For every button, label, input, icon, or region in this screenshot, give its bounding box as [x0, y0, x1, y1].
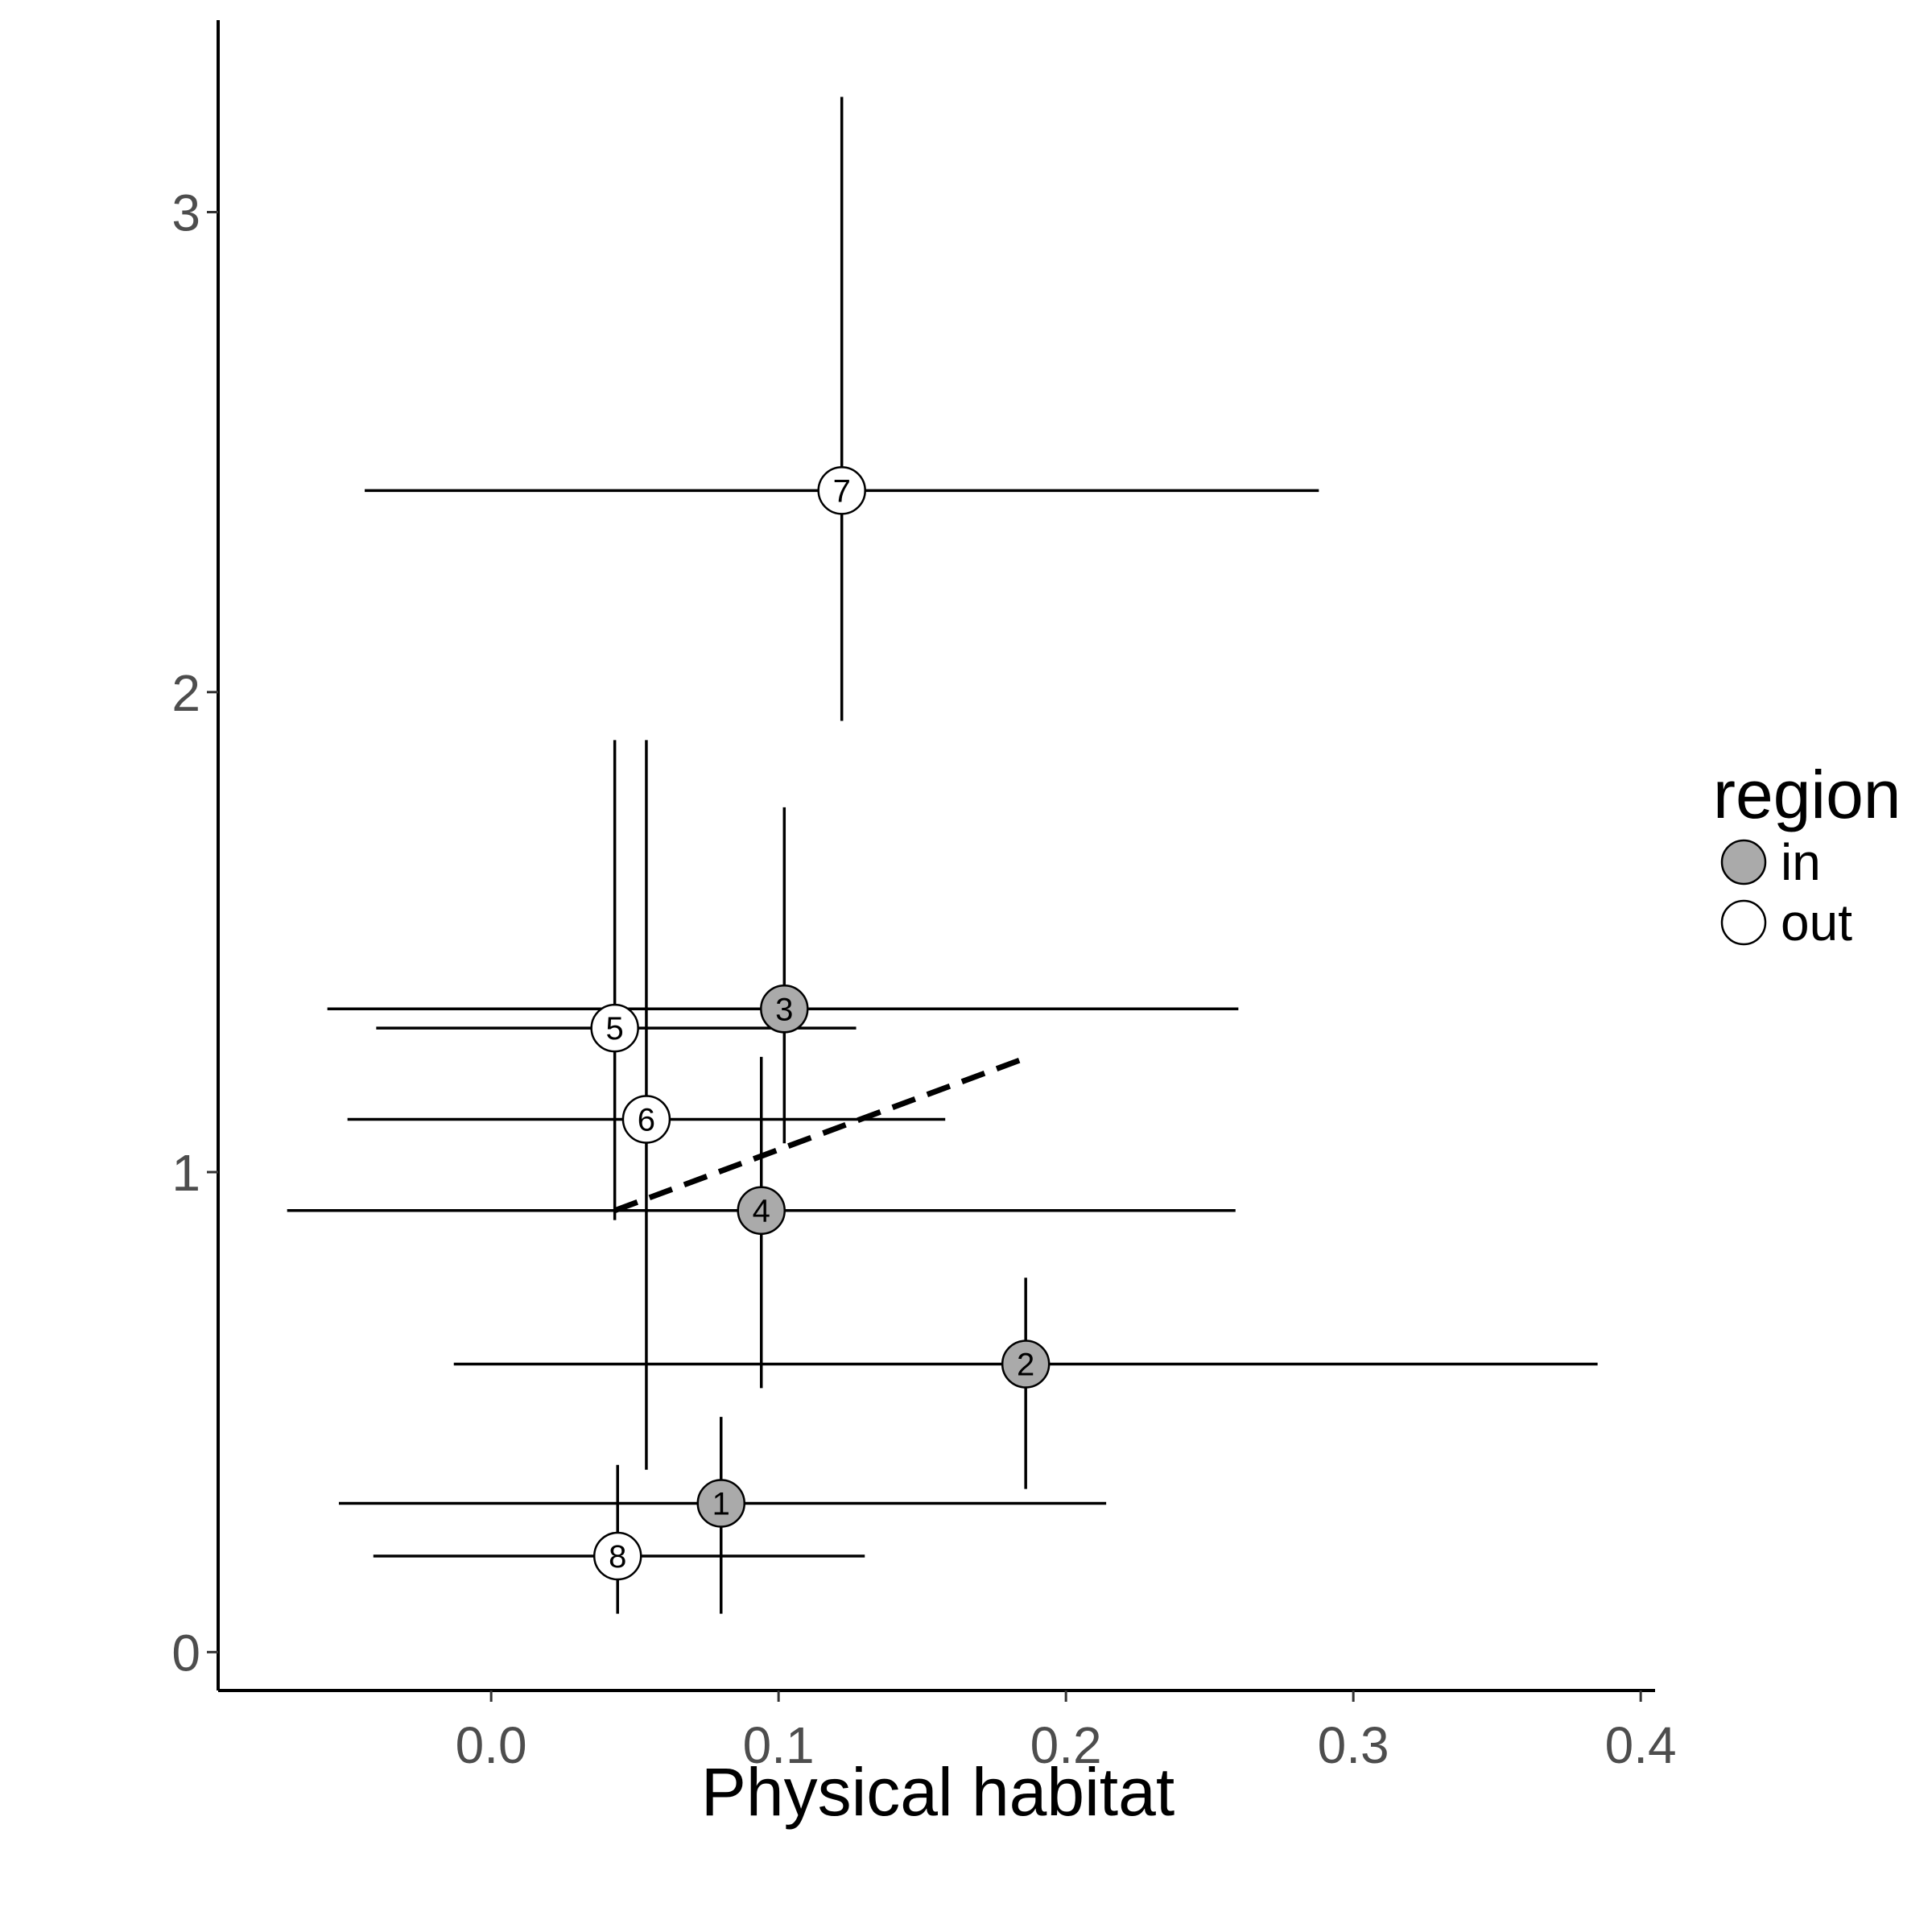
trend-line-group: [613, 1054, 1030, 1214]
data-point: 7: [817, 466, 866, 515]
point-marker: [1001, 1340, 1051, 1389]
y-tick-label: 2: [171, 664, 200, 722]
point-label: 1: [712, 1486, 730, 1521]
x-tick-label: 0.3: [1318, 1716, 1389, 1774]
point-label: 7: [833, 473, 851, 509]
data-point: 3: [760, 985, 809, 1034]
legend-label-in: in: [1781, 833, 1821, 891]
legend-key-out: [1720, 899, 1767, 946]
point-marker: [592, 1531, 642, 1581]
data-point: 4: [737, 1186, 786, 1235]
error-bars: [287, 97, 1598, 1614]
point-label: 5: [606, 1011, 624, 1046]
legend-key-in: [1720, 839, 1767, 886]
data-point: 5: [590, 1003, 639, 1053]
point-label: 2: [1017, 1348, 1034, 1383]
x-tick-label: 0.0: [456, 1716, 527, 1774]
point-label: 6: [638, 1102, 655, 1137]
data-point: 6: [621, 1095, 671, 1144]
point-marker: [760, 985, 809, 1034]
point-label: 4: [753, 1194, 770, 1229]
point-marker: [621, 1095, 671, 1144]
x-axis-title: Physical habitat: [701, 1754, 1174, 1830]
point-marker: [817, 466, 866, 515]
data-points: 1 2 3 4 5 6 7 8: [590, 466, 1051, 1581]
data-point: 1: [696, 1479, 745, 1528]
x-tick-label: 0.2: [1030, 1716, 1102, 1774]
trend-line: [613, 1054, 1030, 1214]
y-tick-label: 3: [171, 184, 200, 242]
point-marker: [696, 1479, 745, 1528]
axes: 0.0 0.1 0.2 0.3 0.4 0 1 2 3: [171, 20, 1677, 1774]
y-tick-label: 0: [171, 1624, 200, 1682]
point-label: 3: [775, 992, 793, 1027]
legend-label-out: out: [1781, 894, 1852, 952]
legend-title: region: [1713, 757, 1901, 832]
data-point: 2: [1001, 1340, 1051, 1389]
point-marker: [737, 1186, 786, 1235]
x-tick-label: 0.1: [743, 1716, 815, 1774]
data-point: 8: [592, 1531, 642, 1581]
x-tick-label: 0.4: [1605, 1716, 1677, 1774]
point-marker: [590, 1003, 639, 1053]
y-tick-label: 1: [171, 1144, 200, 1202]
point-label: 8: [609, 1539, 626, 1575]
